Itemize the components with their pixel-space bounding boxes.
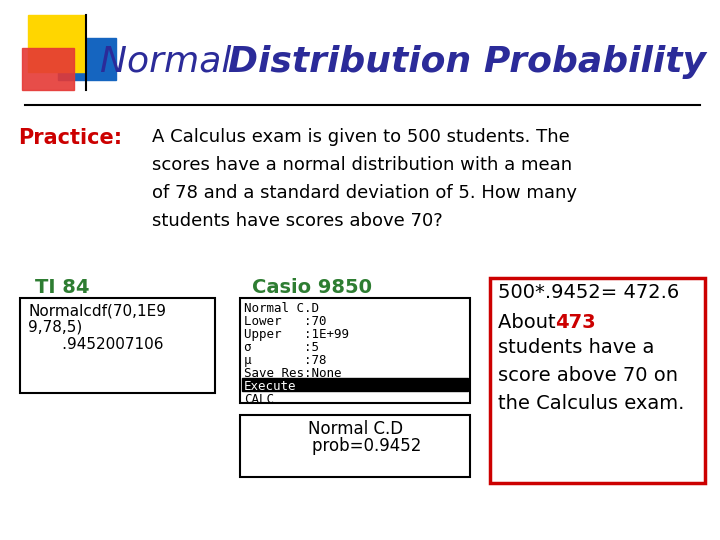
- Text: students have scores above 70?: students have scores above 70?: [152, 212, 443, 230]
- Bar: [20, 298, 215, 393]
- Text: μ       :78: μ :78: [244, 354, 326, 367]
- Text: Execute: Execute: [244, 380, 297, 393]
- Text: Practice:: Practice:: [18, 128, 122, 148]
- Text: prob=0.9452: prob=0.9452: [291, 437, 421, 455]
- Bar: [22, 48, 74, 90]
- Text: Lower   :70: Lower :70: [244, 315, 326, 328]
- Bar: [28, 15, 85, 72]
- Text: 500*.9452= 472.6: 500*.9452= 472.6: [498, 283, 679, 302]
- Bar: [490, 278, 705, 483]
- Text: of 78 and a standard deviation of 5. How many: of 78 and a standard deviation of 5. How…: [152, 184, 577, 202]
- Text: scores have a normal distribution with a mean: scores have a normal distribution with a…: [152, 156, 572, 174]
- Text: About: About: [498, 313, 562, 332]
- Text: TI 84: TI 84: [35, 278, 89, 297]
- Bar: [242, 378, 468, 391]
- Bar: [240, 415, 470, 477]
- Text: A Calculus exam is given to 500 students. The: A Calculus exam is given to 500 students…: [152, 128, 570, 146]
- Text: 473: 473: [555, 313, 595, 332]
- Text: Normal C.D: Normal C.D: [244, 302, 319, 315]
- Text: 9,78,5): 9,78,5): [28, 320, 82, 335]
- Text: σ       :5: σ :5: [244, 341, 319, 354]
- Text: Normal: Normal: [100, 45, 243, 79]
- Text: Distribution Probability: Distribution Probability: [228, 45, 706, 79]
- Text: students have a: students have a: [498, 338, 654, 357]
- Text: Casio 9850: Casio 9850: [252, 278, 372, 297]
- Bar: [58, 38, 116, 80]
- Text: Normalcdf(70,1E9: Normalcdf(70,1E9: [28, 303, 166, 318]
- Text: CALC: CALC: [244, 393, 274, 406]
- Text: score above 70 on: score above 70 on: [498, 366, 678, 385]
- Text: Upper   :1E+99: Upper :1E+99: [244, 328, 349, 341]
- Text: Save Res:None: Save Res:None: [244, 367, 341, 380]
- Bar: [240, 298, 470, 403]
- Text: .9452007106: .9452007106: [28, 337, 163, 352]
- Text: Normal C.D: Normal C.D: [308, 420, 404, 438]
- Text: the Calculus exam.: the Calculus exam.: [498, 394, 685, 413]
